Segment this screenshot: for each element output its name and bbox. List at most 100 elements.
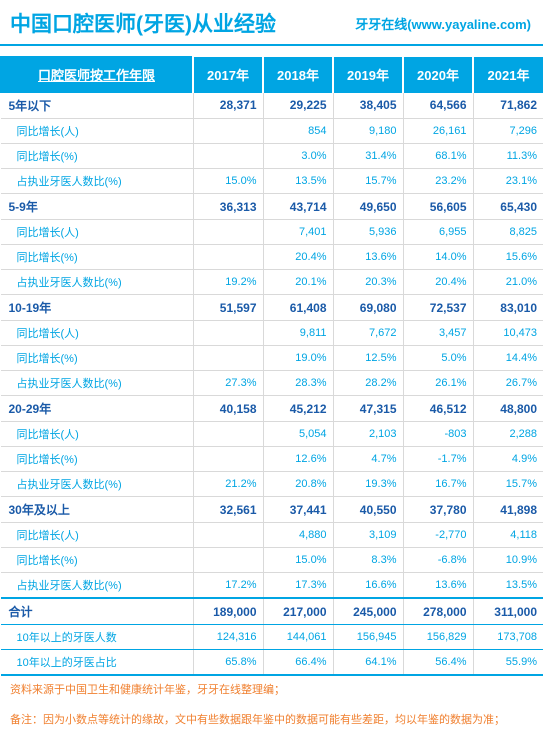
cell-count: 43,714 xyxy=(263,194,333,220)
cell-total: 278,000 xyxy=(403,598,473,625)
cell-sub: 15.0% xyxy=(263,548,333,573)
cell-sub: 5,936 xyxy=(333,220,403,245)
cell-sub: 21.2% xyxy=(193,472,263,497)
cell-sub: 20.3% xyxy=(333,270,403,295)
cell-sub: 68.1% xyxy=(403,144,473,169)
sub-label: 同比增长(%) xyxy=(1,245,194,270)
cell-sub: 8.3% xyxy=(333,548,403,573)
cell-sub: 854 xyxy=(263,119,333,144)
cell-count: 56,605 xyxy=(403,194,473,220)
cell-sub: 16.7% xyxy=(403,472,473,497)
cell-sub: -6.8% xyxy=(403,548,473,573)
cell-sub: 7,401 xyxy=(263,220,333,245)
group-label: 5-9年 xyxy=(1,194,194,220)
cell-sub: 13.5% xyxy=(263,169,333,194)
cell-sub: 19.2% xyxy=(193,270,263,295)
cell-sub xyxy=(193,321,263,346)
cell-count: 40,550 xyxy=(333,497,403,523)
cell-sub: 15.7% xyxy=(333,169,403,194)
cell-sub: 12.6% xyxy=(263,447,333,472)
cell-ten: 124,316 xyxy=(193,625,263,650)
cell-sub: 15.7% xyxy=(473,472,543,497)
cell-count: 71,862 xyxy=(473,93,543,119)
total-label: 合计 xyxy=(1,598,194,625)
source-note: 资料来源于中国卫生和健康统计年鉴，牙牙在线整理编； xyxy=(0,676,543,706)
cell-count: 51,597 xyxy=(193,295,263,321)
divider xyxy=(0,44,543,46)
cell-total: 217,000 xyxy=(263,598,333,625)
sub-label: 同比增长(人) xyxy=(1,422,194,447)
cell-total: 189,000 xyxy=(193,598,263,625)
cell-ten: 144,061 xyxy=(263,625,333,650)
cell-sub: 23.1% xyxy=(473,169,543,194)
group-label: 10-19年 xyxy=(1,295,194,321)
remark-note: 备注：因为小数点等统计的缘故，文中有些数据跟年鉴中的数据可能有些差距，均以年鉴的… xyxy=(0,706,543,735)
cell-count: 48,800 xyxy=(473,396,543,422)
sub-label: 同比增长(人) xyxy=(1,119,194,144)
cell-count: 45,212 xyxy=(263,396,333,422)
cell-sub: -2,770 xyxy=(403,523,473,548)
cell-ten-pct: 66.4% xyxy=(263,650,333,676)
cell-sub: 3.0% xyxy=(263,144,333,169)
sub-label: 占执业牙医人数比(%) xyxy=(1,270,194,295)
cell-sub: 3,457 xyxy=(403,321,473,346)
cell-count: 72,537 xyxy=(403,295,473,321)
cell-sub: 28.2% xyxy=(333,371,403,396)
cell-sub: 13.6% xyxy=(403,573,473,599)
group-label: 30年及以上 xyxy=(1,497,194,523)
cell-sub: -803 xyxy=(403,422,473,447)
cell-ten-pct: 55.9% xyxy=(473,650,543,676)
cell-sub: 7,296 xyxy=(473,119,543,144)
cell-sub xyxy=(193,144,263,169)
cell-sub: 6,955 xyxy=(403,220,473,245)
cell-count: 64,566 xyxy=(403,93,473,119)
cell-sub: 31.4% xyxy=(333,144,403,169)
cell-ten-pct: 64.1% xyxy=(333,650,403,676)
site-link[interactable]: 牙牙在线(www.yayaline.com) xyxy=(355,14,531,33)
cell-count: 28,371 xyxy=(193,93,263,119)
cell-count: 47,315 xyxy=(333,396,403,422)
sub-label: 占执业牙医人数比(%) xyxy=(1,169,194,194)
cell-sub: 20.4% xyxy=(263,245,333,270)
ten-count-label: 10年以上的牙医人数 xyxy=(1,625,194,650)
cell-sub: 19.3% xyxy=(333,472,403,497)
cell-count: 36,313 xyxy=(193,194,263,220)
cell-sub: 16.6% xyxy=(333,573,403,599)
cell-sub: 21.0% xyxy=(473,270,543,295)
experience-table: 口腔医师按工作年限2017年2018年2019年2020年2021年 5年以下2… xyxy=(0,56,543,676)
cell-count: 37,780 xyxy=(403,497,473,523)
cell-sub: 9,180 xyxy=(333,119,403,144)
cell-sub: 4.9% xyxy=(473,447,543,472)
cell-count: 46,512 xyxy=(403,396,473,422)
cell-count: 69,080 xyxy=(333,295,403,321)
cell-count: 40,158 xyxy=(193,396,263,422)
ten-pct-label: 10年以上的牙医占比 xyxy=(1,650,194,676)
cell-sub: 2,288 xyxy=(473,422,543,447)
cell-sub: 4,880 xyxy=(263,523,333,548)
sub-label: 同比增长(人) xyxy=(1,321,194,346)
cell-count: 38,405 xyxy=(333,93,403,119)
cell-sub: 4.7% xyxy=(333,447,403,472)
cell-total: 311,000 xyxy=(473,598,543,625)
cell-sub: 8,825 xyxy=(473,220,543,245)
cell-sub: 26.1% xyxy=(403,371,473,396)
cell-count: 49,650 xyxy=(333,194,403,220)
cell-sub: -1.7% xyxy=(403,447,473,472)
cell-sub: 28.3% xyxy=(263,371,333,396)
cell-sub: 19.0% xyxy=(263,346,333,371)
cell-total: 245,000 xyxy=(333,598,403,625)
cell-sub: 5.0% xyxy=(403,346,473,371)
sub-label: 同比增长(%) xyxy=(1,548,194,573)
cell-sub: 20.8% xyxy=(263,472,333,497)
sub-label: 同比增长(人) xyxy=(1,220,194,245)
cell-sub xyxy=(193,422,263,447)
cell-count: 61,408 xyxy=(263,295,333,321)
cell-sub: 23.2% xyxy=(403,169,473,194)
cell-sub: 7,672 xyxy=(333,321,403,346)
cell-sub: 10,473 xyxy=(473,321,543,346)
corner-header: 口腔医师按工作年限 xyxy=(1,57,194,93)
year-header: 2017年 xyxy=(193,57,263,93)
year-header: 2019年 xyxy=(333,57,403,93)
cell-count: 37,441 xyxy=(263,497,333,523)
cell-ten: 156,945 xyxy=(333,625,403,650)
